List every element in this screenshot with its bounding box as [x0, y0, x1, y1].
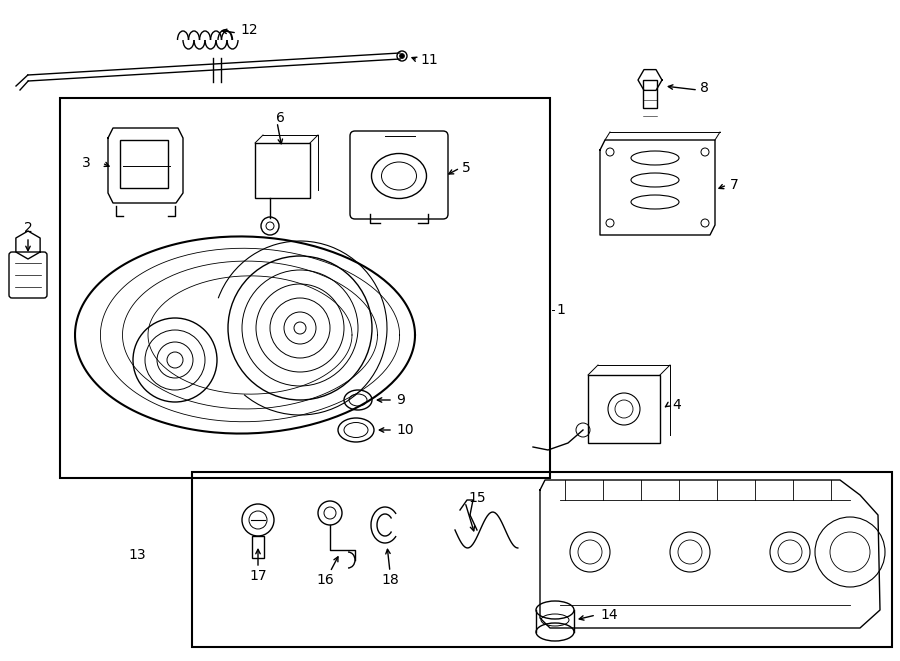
Text: 18: 18	[381, 573, 399, 587]
Text: 7: 7	[730, 178, 739, 192]
Bar	[192, 472, 892, 647]
Bar	[588, 375, 660, 443]
Text: 5: 5	[462, 161, 471, 175]
Circle shape	[400, 54, 404, 59]
Text: 1: 1	[556, 303, 565, 317]
Text: 13: 13	[128, 548, 146, 562]
Text: 12: 12	[240, 23, 257, 37]
Text: 17: 17	[249, 569, 266, 583]
Text: 2: 2	[23, 221, 32, 235]
Text: 4: 4	[672, 398, 680, 412]
Text: 10: 10	[396, 423, 414, 437]
Text: 14: 14	[600, 608, 617, 622]
Bar	[643, 80, 657, 108]
Text: 11: 11	[420, 53, 437, 67]
Bar	[255, 143, 310, 198]
Bar	[252, 536, 264, 558]
Text: 16: 16	[316, 573, 334, 587]
Text: 15: 15	[468, 491, 486, 505]
Text: 8: 8	[700, 81, 709, 95]
Text: 6: 6	[276, 111, 285, 125]
Bar	[120, 140, 168, 188]
Bar	[60, 98, 550, 478]
Text: 3: 3	[82, 156, 91, 170]
Text: 9: 9	[396, 393, 405, 407]
